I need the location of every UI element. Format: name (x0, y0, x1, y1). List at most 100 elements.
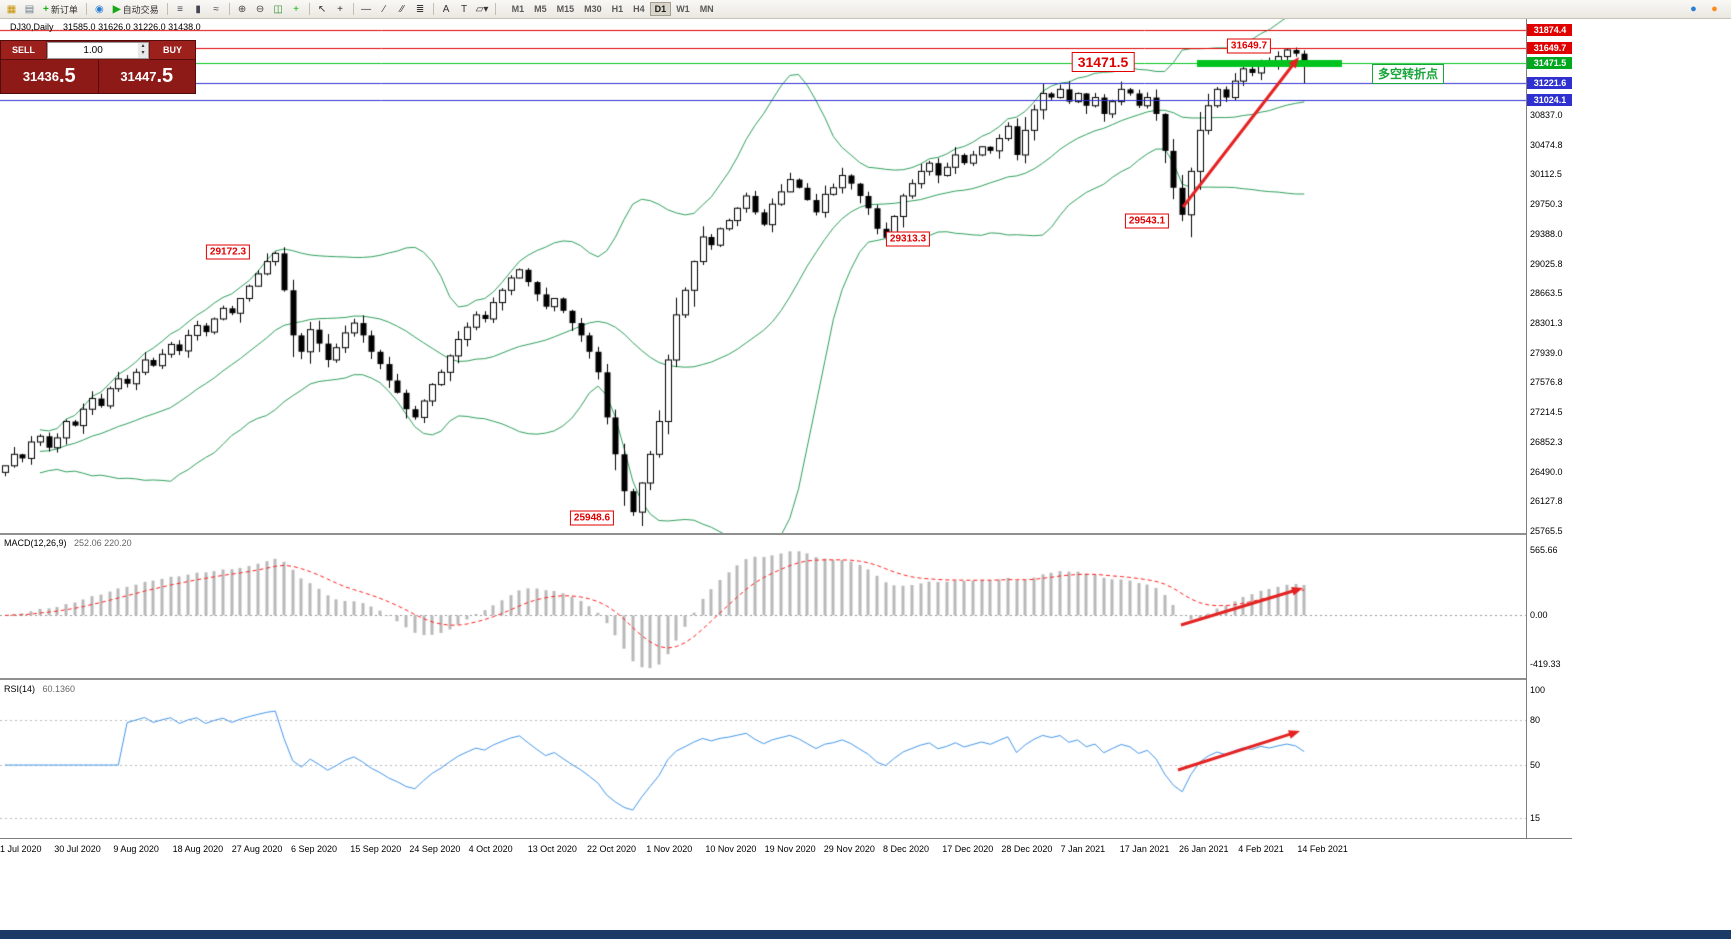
trendline-icon[interactable]: ∕ (383, 3, 385, 15)
date-axis-label: 29 Nov 2020 (823, 844, 875, 854)
date-axis-label: 21 Jul 2020 (0, 844, 42, 854)
price-axis-label: 28663.5 (1530, 288, 1563, 299)
pane-separator-rsi[interactable] (0, 678, 1572, 680)
buy-price[interactable]: 31447.5 (98, 60, 195, 93)
price-axis[interactable]: 30837.0 30474.8 30112.5 29750.3 29388.0 29025… (1526, 18, 1572, 838)
zoom-out-icon[interactable]: ⊖ (255, 3, 265, 15)
price-axis-label: 26490.0 (1530, 466, 1563, 477)
bars-chart-icon[interactable]: ≡ (177, 3, 183, 15)
price-fraction: .5 (156, 65, 174, 87)
candlestick-chart-icon[interactable]: ▮ (195, 3, 201, 15)
text-icon[interactable]: A (442, 3, 450, 15)
date-axis-label: 15 Sep 2020 (350, 844, 402, 854)
date-axis-label: 26 Jan 2021 (1179, 844, 1229, 854)
price-callout[interactable]: 29543.1 (1124, 213, 1170, 229)
date-axis-label: 7 Jan 2021 (1060, 844, 1106, 854)
date-axis-label: 28 Dec 2020 (1001, 844, 1053, 854)
equidistant-channel-icon[interactable]: ∕∕ (400, 3, 404, 15)
fibonacci-icon[interactable]: ≣ (415, 3, 425, 15)
price-callout[interactable]: 31649.7 (1226, 38, 1272, 54)
timeframe-m15[interactable]: M15 (556, 4, 575, 14)
cursor-icon[interactable]: ↖ (317, 3, 327, 15)
volume-up-arrow[interactable]: ▴ (141, 43, 145, 49)
timeframe-w1[interactable]: W1 (676, 4, 690, 14)
price-axis-label: 26127.8 (1530, 496, 1563, 507)
status-bar (0, 930, 1731, 939)
toolbar-separator (352, 3, 354, 15)
price-callout[interactable]: 29313.3 (885, 231, 931, 247)
main-chart-canvas[interactable] (0, 18, 1526, 533)
rsi-axis-label: 100 (1530, 684, 1546, 695)
symbol-period-label: DJ30,Daily (10, 22, 54, 32)
price-callout[interactable]: 31471.5 (1071, 52, 1135, 72)
timeframe-m30[interactable]: M30 (584, 4, 602, 14)
expert-advisors-icon[interactable]: ◉ (94, 3, 104, 15)
sell-button[interactable]: SELL (1, 41, 46, 60)
price-axis-label: 26852.3 (1530, 436, 1563, 447)
text-label-icon[interactable]: T (461, 3, 468, 15)
date-axis-label: 14 Feb 2021 (1297, 844, 1348, 854)
volume-spinner: ▴ ▾ (138, 43, 148, 58)
volume-input[interactable] (48, 43, 139, 58)
price-axis-label: 29025.8 (1530, 258, 1563, 269)
zoom-in-icon[interactable]: ⊕ (237, 3, 247, 15)
autotrade-button[interactable]: ▶ 自动交易 (109, 2, 163, 17)
time-axis[interactable]: 21 Jul 2020 30 Jul 2020 9 Aug 2020 18 Aug 2… (0, 838, 1572, 861)
timeframe-m5[interactable]: M5 (534, 4, 547, 14)
timeframe-h4[interactable]: H4 (633, 4, 645, 14)
pane-separator-macd[interactable] (0, 533, 1572, 535)
notifications-icon[interactable]: ● (1711, 2, 1718, 15)
price-axis-label: 29388.0 (1530, 228, 1563, 239)
autotrade-button-label: 自动交易 (122, 4, 159, 15)
one-click-trading-panel: SELL ▴ ▾ BUY 31436.5 31447.5 (0, 40, 196, 94)
chart-title: DJ30,Daily 31585.0 31626.0 31226.0 31438… (10, 22, 201, 32)
toolbar-separator (85, 3, 87, 15)
macd-name: MACD(12,26,9) (4, 538, 67, 548)
price-axis-label: 27214.5 (1530, 407, 1563, 418)
indicators-icon[interactable]: + (293, 3, 299, 15)
date-axis-label: 13 Oct 2020 (527, 844, 577, 854)
timeframe-d1[interactable]: D1 (649, 2, 672, 16)
shapes-icon[interactable]: ▱▾ (475, 3, 489, 15)
date-axis-label: 1 Nov 2020 (646, 844, 693, 854)
date-axis-label: 18 Aug 2020 (172, 844, 224, 854)
community-search-icon[interactable]: ● (1690, 2, 1697, 15)
toolbar-separator (228, 3, 230, 15)
price-axis-label: 29750.3 (1530, 199, 1563, 210)
date-axis-label: 22 Oct 2020 (587, 844, 637, 854)
price-tag: 31221.6 (1527, 77, 1572, 90)
sell-price[interactable]: 31436.5 (1, 60, 99, 93)
toolbar: ▦ ▤ + 新订单 ◉ ▶ 自动交易 ≡ ▮ ≈ ⊕ ⊖ ◫ + ↖ + — ∕ ∕∕ ≣ A T ▱▾ M1 M5 M15 M3… (0, 0, 1731, 19)
price-tag: 31874.4 (1527, 23, 1572, 36)
chart-window[interactable]: DJ30,Daily 31585.0 31626.0 31226.0 31438… (0, 18, 1572, 930)
horizontal-line-icon[interactable]: — (361, 3, 372, 15)
toolbar-separator (308, 3, 310, 15)
macd-axis-label: -419.33 (1530, 658, 1561, 669)
price-axis-label: 27576.8 (1530, 377, 1563, 388)
volume-down-arrow[interactable]: ▾ (141, 50, 145, 56)
timeframe-mn[interactable]: MN (699, 4, 714, 14)
price-callout[interactable]: 29172.3 (205, 244, 251, 260)
price-callout[interactable]: 25948.6 (569, 510, 615, 526)
macd-pane-canvas[interactable] (0, 535, 1526, 678)
chart-text-label[interactable]: 多空转折点 (1371, 64, 1445, 84)
crosshair-icon[interactable]: + (337, 3, 343, 15)
date-axis-label: 8 Dec 2020 (883, 844, 930, 854)
chart-annotations-layer: 29172.3 25948.6 29313.3 29543.1 31471.5 31649… (0, 18, 1572, 860)
new-order-button[interactable]: + 新订单 (39, 2, 82, 17)
timeframe-h1[interactable]: H1 (611, 4, 624, 14)
tile-windows-icon[interactable]: ◫ (273, 3, 283, 15)
toolbar-separator (494, 3, 496, 15)
new-chart-icon[interactable]: ▦ (6, 3, 17, 15)
date-axis-label: 19 Nov 2020 (764, 844, 816, 854)
buy-button[interactable]: BUY (150, 41, 195, 60)
rsi-pane-canvas[interactable] (0, 680, 1526, 838)
macd-values: 252.06 220.20 (74, 538, 132, 548)
toolbar-separator (432, 3, 434, 15)
date-axis-label: 17 Dec 2020 (942, 844, 994, 854)
line-chart-icon[interactable]: ≈ (213, 3, 219, 15)
date-axis-label: 30 Jul 2020 (54, 844, 101, 854)
date-axis-label: 27 Aug 2020 (231, 844, 283, 854)
timeframe-m1[interactable]: M1 (511, 4, 525, 14)
chart-profiles-icon[interactable]: ▤ (24, 3, 35, 15)
